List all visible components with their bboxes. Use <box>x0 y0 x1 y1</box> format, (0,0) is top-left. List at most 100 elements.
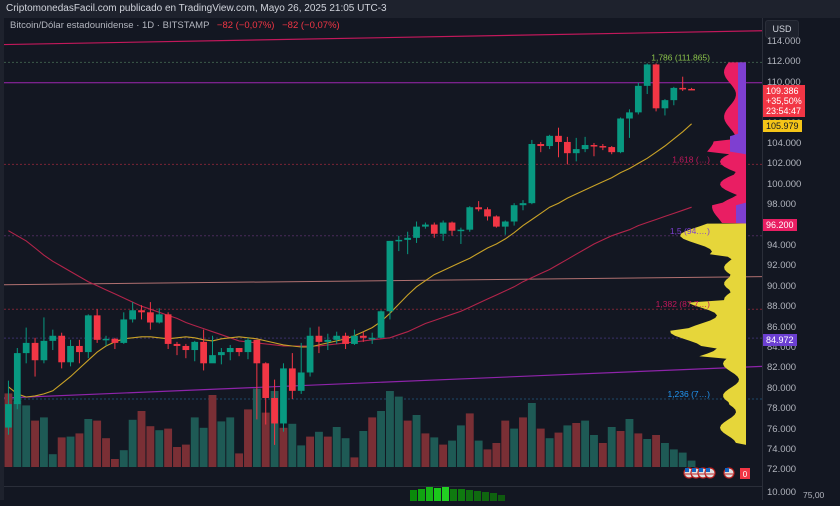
candle-body <box>493 216 500 227</box>
price-axis[interactable]: USD 114.000112.000110.000108.000106.0001… <box>762 18 840 500</box>
indicator-bar <box>490 493 497 501</box>
candle-body <box>253 339 261 364</box>
candle-body <box>49 335 57 341</box>
candle-body <box>13 353 21 405</box>
volume-bar <box>288 423 297 467</box>
price-change: −82 (−0,07%) <box>216 20 275 31</box>
indicator-bar <box>418 489 425 501</box>
candle-body <box>475 207 483 210</box>
candle-body <box>617 118 624 153</box>
candle-body <box>537 144 545 147</box>
candle-body <box>164 314 172 344</box>
volume-bar <box>519 417 527 467</box>
flag-canton <box>699 468 703 472</box>
candle-body <box>226 348 234 353</box>
level-badge-red: 96.200 <box>763 219 797 231</box>
candle-body <box>111 338 119 343</box>
candle-body <box>395 239 403 242</box>
volume-bar <box>394 396 403 467</box>
volume-bar <box>93 420 102 467</box>
volume-bar <box>48 454 57 467</box>
volume-bar <box>377 411 385 467</box>
price-tick: 102.000 <box>767 158 802 170</box>
candle-body <box>84 315 92 353</box>
indicator-bar <box>442 487 449 501</box>
candle-body <box>129 310 137 320</box>
volume-bar <box>323 436 332 467</box>
price-tick: 110.000 <box>767 76 801 88</box>
svg-text:0: 0 <box>743 470 748 479</box>
volume-profile <box>670 223 746 445</box>
volume-pane-tick: 10.000 <box>767 487 797 498</box>
price-tick: 92.000 <box>767 260 797 272</box>
current-price: 109.386 <box>766 86 799 96</box>
candle-body <box>377 311 385 338</box>
volume-bar <box>226 417 235 467</box>
price-tick: 82.000 <box>767 362 797 374</box>
candle-body <box>40 340 48 361</box>
candle-body <box>182 345 190 351</box>
candle-body <box>280 368 287 424</box>
volume-bar <box>22 405 31 467</box>
publisher-header: CriptomonedasFacil.com publicado en Trad… <box>0 0 840 18</box>
volume-bar <box>421 433 430 467</box>
price-tick: 94.000 <box>767 240 797 251</box>
candle-body <box>555 135 562 142</box>
fib-label: 1,236 (7…) <box>667 389 710 399</box>
candle-body <box>501 221 509 227</box>
volume-bar <box>146 426 155 467</box>
candle-body <box>546 135 553 147</box>
volume-bar <box>190 417 199 467</box>
volume-bar <box>332 427 341 467</box>
volume-bar <box>368 417 377 467</box>
candlestick-chart[interactable]: 1,786 (111.865) 1,618 (…) 1,5 (94.…) 1,382 … <box>4 18 762 484</box>
price-tick: 112.000 <box>767 56 801 68</box>
volume-bar <box>545 438 554 467</box>
candle-body <box>76 345 83 353</box>
bar-countdown: 23:54:47 <box>766 106 802 116</box>
candle-body <box>191 341 199 351</box>
candle-body <box>430 224 438 234</box>
candle-body <box>510 205 518 222</box>
left-toolbar-strip <box>0 18 4 500</box>
volume-bar <box>66 436 75 467</box>
candle-body <box>22 342 30 354</box>
candle-body <box>271 397 278 424</box>
volume-bar <box>563 425 572 467</box>
volume-bar <box>492 443 501 467</box>
candle-body <box>688 88 695 91</box>
volume-bar <box>75 433 84 467</box>
volume-bar <box>208 395 217 467</box>
horizontal-trendline <box>4 276 762 286</box>
volume-bar <box>652 435 661 467</box>
price-tick: 114.000 <box>767 36 801 47</box>
fib-label: 1,786 (111.865) <box>651 52 710 62</box>
volume-bar <box>607 427 616 467</box>
candle-body <box>413 226 420 238</box>
price-tick: 88.000 <box>767 301 797 313</box>
candle-body <box>306 335 314 373</box>
candle-body <box>351 335 358 344</box>
candle-body <box>368 337 376 340</box>
price-tick: 90.000 <box>767 280 797 292</box>
volume-bar <box>678 452 687 467</box>
candle-body <box>200 341 207 364</box>
volume-bar <box>403 420 412 467</box>
volume-bar <box>616 431 625 467</box>
volume-bar <box>501 420 510 467</box>
candle-body <box>670 87 678 101</box>
currency-button[interactable]: USD <box>765 20 799 38</box>
volume-bar <box>110 459 119 467</box>
candle-body <box>342 335 349 344</box>
volume-bar <box>199 427 208 467</box>
price-tick: 84.000 <box>767 342 797 353</box>
indicator-pane[interactable] <box>4 486 762 501</box>
candle-body <box>439 222 447 234</box>
chart-pane[interactable]: 1,786 (111.865) 1,618 (…) 1,5 (94.…) 1,382 … <box>4 18 762 484</box>
volume-bar <box>350 457 359 467</box>
price-tick: 72.000 <box>767 464 797 476</box>
volume-bar <box>13 400 22 467</box>
volume-bar <box>483 449 492 467</box>
candle-body <box>5 404 12 428</box>
symbol-legend[interactable]: Bitcoin/Dólar estadounidense · 1D · BITS… <box>10 20 340 31</box>
